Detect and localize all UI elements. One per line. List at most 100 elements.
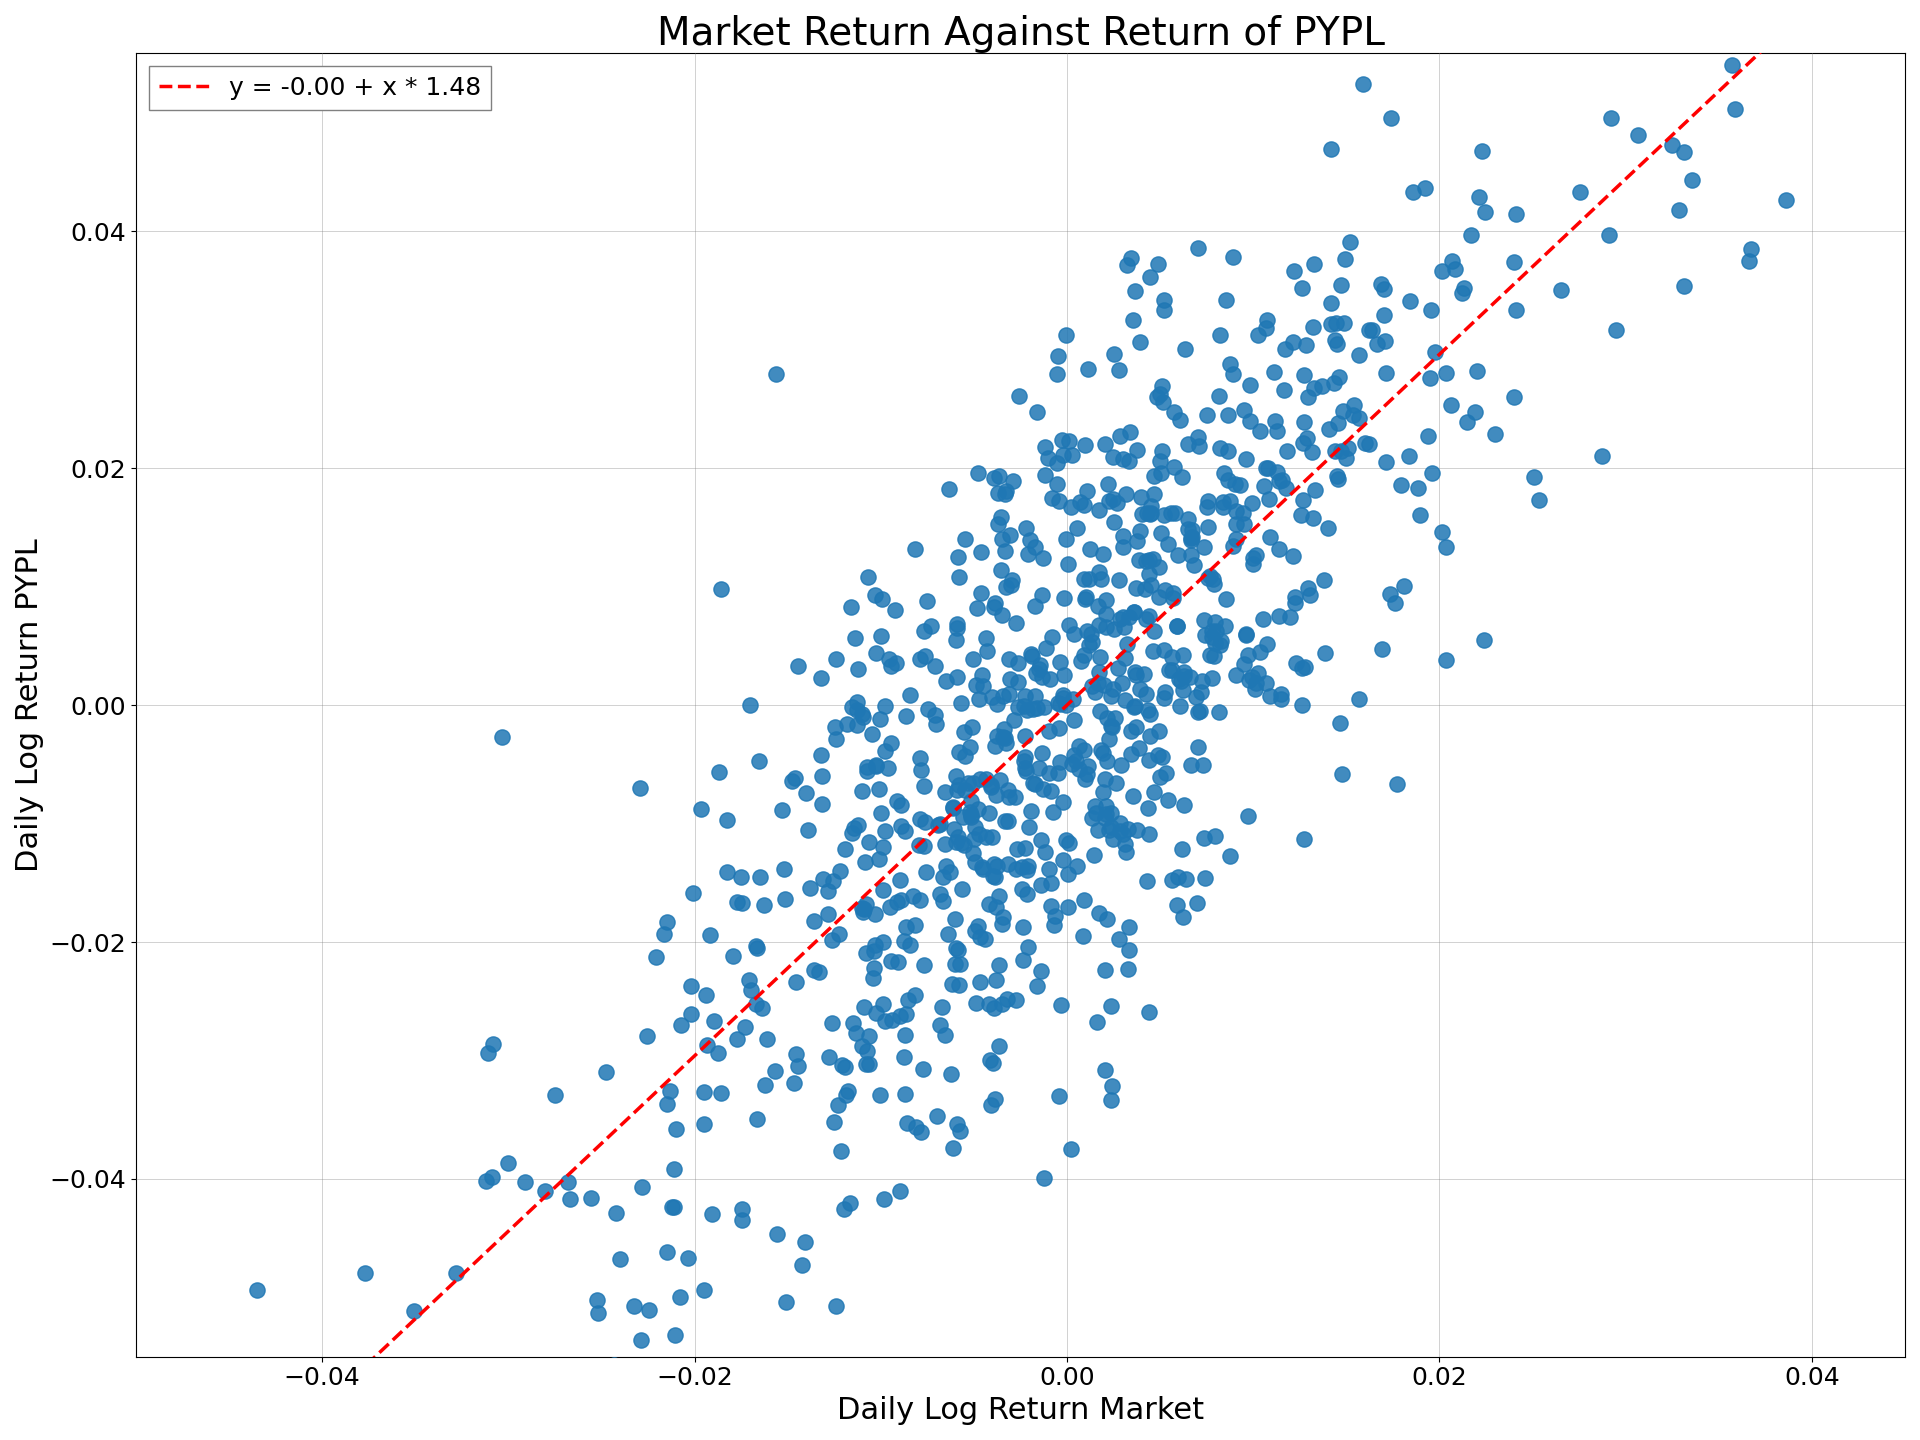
Point	[1361, 333, 1392, 356]
Point	[891, 1112, 922, 1135]
Point	[1315, 291, 1346, 314]
Point	[1329, 248, 1359, 271]
Point	[864, 848, 895, 871]
Point	[1092, 472, 1123, 495]
Point	[1179, 553, 1210, 576]
Point	[929, 832, 960, 855]
Point	[1048, 684, 1079, 707]
Point	[741, 935, 772, 958]
Point	[1657, 134, 1688, 157]
Point	[1037, 625, 1068, 648]
Point	[1081, 1009, 1112, 1032]
Point	[860, 903, 891, 926]
Point	[870, 694, 900, 717]
Point	[893, 989, 924, 1012]
Point	[1014, 936, 1044, 959]
Point	[1501, 203, 1532, 226]
Point	[397, 1300, 428, 1323]
Point	[1208, 491, 1238, 514]
Point	[985, 559, 1016, 582]
Point	[972, 825, 1002, 848]
Point	[1010, 746, 1041, 769]
Point	[983, 465, 1014, 488]
Point	[1116, 246, 1146, 269]
Point	[1091, 615, 1121, 638]
Point	[651, 1241, 682, 1264]
Point	[860, 753, 891, 776]
Point	[1008, 949, 1039, 972]
Point	[1288, 363, 1319, 386]
Point	[768, 857, 799, 880]
Point	[841, 1021, 872, 1044]
Point	[899, 539, 929, 562]
Point	[1286, 693, 1317, 716]
Point	[1037, 779, 1068, 802]
Point	[1056, 1138, 1087, 1161]
Point	[741, 992, 772, 1015]
Point	[1112, 841, 1142, 864]
Point	[1219, 528, 1250, 552]
Point	[1319, 328, 1350, 351]
Point	[1158, 456, 1188, 480]
Point	[1046, 687, 1077, 710]
Point	[1396, 289, 1427, 312]
Point	[868, 878, 899, 901]
Point	[983, 513, 1014, 536]
Point	[822, 647, 852, 670]
Point	[885, 888, 916, 912]
Point	[1271, 439, 1302, 462]
Point	[1060, 749, 1091, 772]
Point	[1265, 688, 1296, 711]
Point	[1033, 446, 1064, 469]
Point	[1338, 403, 1369, 426]
Point	[1156, 658, 1187, 681]
Point	[864, 1083, 895, 1106]
Point	[1668, 274, 1699, 297]
Point	[987, 912, 1018, 935]
Point	[910, 860, 941, 883]
Point	[1261, 419, 1292, 442]
Point	[1162, 865, 1192, 888]
Point	[885, 793, 916, 816]
Point	[741, 936, 772, 959]
Point	[743, 749, 774, 772]
Point	[735, 694, 766, 717]
Point	[1327, 762, 1357, 785]
Point	[1037, 487, 1068, 510]
Point	[1154, 658, 1185, 681]
Point	[1271, 477, 1302, 500]
Point	[1144, 383, 1175, 406]
Point	[1048, 586, 1079, 609]
Point	[1052, 863, 1083, 886]
Point	[1119, 661, 1150, 684]
Point	[883, 950, 914, 973]
Point	[659, 1195, 689, 1218]
Point	[1104, 927, 1135, 950]
Point	[651, 910, 682, 933]
Point	[1663, 199, 1693, 222]
Point	[1144, 719, 1175, 742]
Point	[1094, 714, 1125, 737]
Point	[981, 724, 1012, 747]
Point	[1265, 683, 1296, 706]
Point	[1440, 258, 1471, 281]
Point	[970, 768, 1000, 791]
Point	[1064, 757, 1094, 780]
Point	[1069, 888, 1100, 912]
Point	[943, 1113, 973, 1136]
Point	[1127, 503, 1158, 526]
Point	[1083, 818, 1114, 841]
Point	[885, 814, 916, 837]
Point	[943, 740, 973, 763]
Point	[1167, 465, 1198, 488]
Point	[1235, 410, 1265, 433]
Point	[697, 1202, 728, 1225]
Point	[626, 1176, 657, 1200]
Point	[1210, 588, 1240, 611]
Point	[1012, 698, 1043, 721]
Point	[1069, 585, 1100, 608]
Point	[1244, 641, 1275, 664]
Point	[1565, 180, 1596, 203]
Point	[1599, 318, 1630, 341]
Point	[960, 815, 991, 838]
